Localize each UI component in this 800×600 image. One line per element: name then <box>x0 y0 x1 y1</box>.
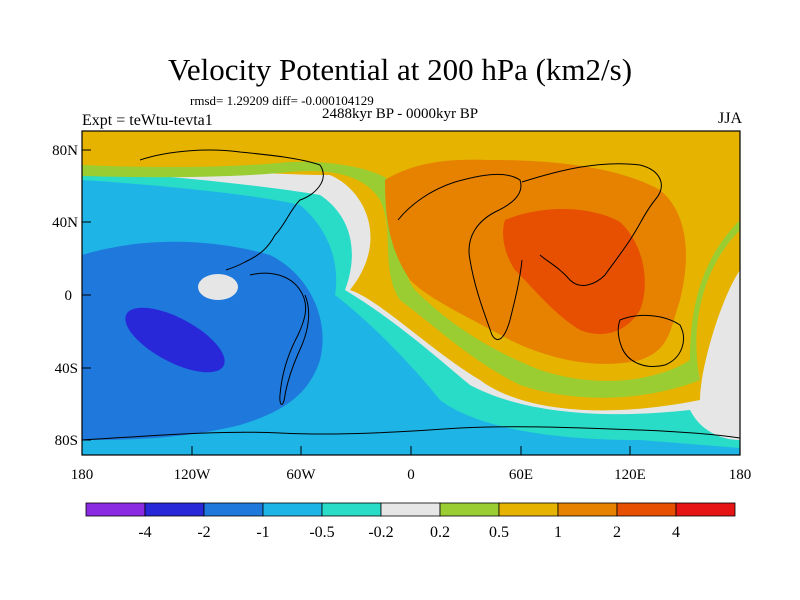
colorbar-label-10: 4 <box>672 524 680 541</box>
colorbar-label-5: -0.2 <box>368 524 393 541</box>
rmsd-stats: rmsd= 1.29209 diff= -0.000104129 <box>190 93 374 108</box>
colorbar-label-2: -2 <box>197 524 210 541</box>
colorbar-label-3: -1 <box>256 524 269 541</box>
colorbar-label-6: 0.2 <box>430 524 450 541</box>
colorbar-box-3 <box>203 502 264 517</box>
island-neutral <box>198 274 238 300</box>
lon-axis <box>81 446 741 455</box>
colorbar-label-4: -0.5 <box>309 524 334 541</box>
colorbar-label-9: 2 <box>613 524 621 541</box>
time-period: 2488kyr BP - 0000kyr BP <box>322 106 479 122</box>
lat-label-80S: 80S <box>55 433 78 449</box>
band-pos-deep <box>503 208 645 334</box>
season-label: JJA <box>717 110 742 127</box>
colorbar-label-8: 1 <box>554 524 562 541</box>
lon-label-180E: 180 <box>729 467 752 483</box>
antarctica-coast <box>82 426 740 441</box>
asia-coast <box>521 163 662 286</box>
lon-label-60E: 60E <box>509 467 533 483</box>
colorbar-box-2 <box>144 502 205 517</box>
colorbar-box-5 <box>321 502 382 517</box>
europe-africa-coast <box>397 173 523 340</box>
lat-axis <box>82 149 91 441</box>
lat-label-0: 0 <box>65 288 73 304</box>
colorbar-box-4 <box>262 502 323 517</box>
contour-field <box>82 131 740 455</box>
band-neg-deep <box>125 307 225 373</box>
south-america-coast <box>249 272 310 405</box>
north-america-coast <box>139 149 324 271</box>
colorbar-label-7: 0.5 <box>489 524 509 541</box>
colorbar: -4 -2 -1 -0.5 -0.2 0.2 0.5 1 2 4 <box>85 502 736 541</box>
lat-label-40S: 40S <box>55 361 78 377</box>
coastlines <box>82 149 740 441</box>
experiment-label: Expt = teWtu-tevta1 <box>82 112 213 129</box>
australia-coast <box>617 315 684 367</box>
colorbar-box-1 <box>85 502 146 517</box>
map-title: Velocity Potential at 200 hPa (km2/s) <box>167 52 633 87</box>
colorbar-box-11 <box>675 502 736 517</box>
colorbar-box-10 <box>616 502 677 517</box>
lon-label-120E: 120E <box>614 467 646 483</box>
colorbar-box-8 <box>498 502 559 517</box>
lon-label-180W: 180 <box>71 467 94 483</box>
lat-label-80N: 80N <box>52 143 78 159</box>
colorbar-box-7 <box>439 502 500 517</box>
colorbar-box-9 <box>557 502 618 517</box>
lat-label-40N: 40N <box>52 215 78 231</box>
colorbar-box-6 <box>380 502 441 517</box>
lon-label-120W: 120W <box>174 467 212 483</box>
lon-label-0: 0 <box>407 467 415 483</box>
colorbar-label-1: -4 <box>138 524 151 541</box>
lon-label-60W: 60W <box>286 467 316 483</box>
